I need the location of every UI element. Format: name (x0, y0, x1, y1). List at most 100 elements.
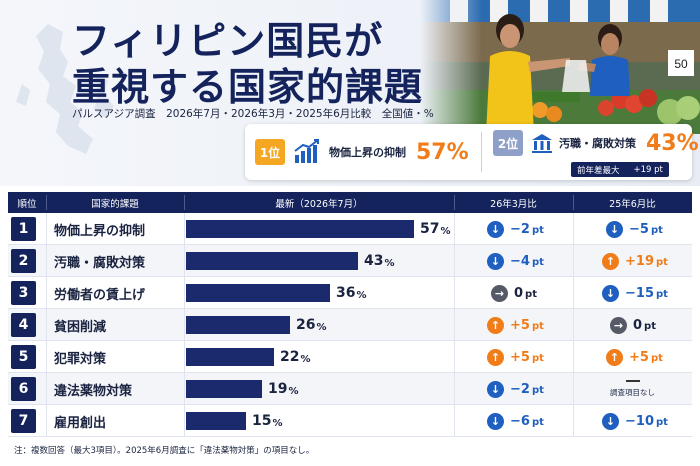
bar-value-number: 26 (296, 317, 316, 333)
bar-value-label: 19% (268, 373, 299, 405)
highlight-second-label: 汚職・腐敗対策 (559, 137, 636, 150)
change-unit: pt (650, 224, 663, 236)
not-surveyed-label: 調査項目なし (610, 388, 655, 397)
bar-value-label: 22% (280, 341, 311, 373)
column-divider (454, 341, 455, 373)
highlight-second-sub-label: 前年差最大 (577, 165, 620, 176)
rank-number: 1 (11, 217, 36, 241)
change-number: −6 pt (510, 413, 544, 429)
change-unit: pt (650, 352, 663, 364)
column-divider (454, 405, 455, 437)
change-vs-2026-03-value: ↓ −6 pt (487, 405, 544, 437)
column-divider (46, 405, 47, 437)
arrow-up-icon: ↑ (602, 252, 619, 270)
column-divider (46, 213, 47, 245)
change-vs-2025-06-value: → 0 pt (610, 309, 656, 341)
change-number: 0 pt (633, 317, 656, 333)
bar-mark (186, 284, 330, 302)
change-unit: pt (531, 352, 544, 364)
bar-mark (186, 252, 358, 270)
highlight-divider (481, 132, 482, 172)
change-number: −15 pt (625, 285, 668, 301)
rank-badge-second: 2位 (493, 130, 523, 156)
not-surveyed-cell: 調査項目なし (573, 373, 692, 405)
footnote: 注：複数回答（最大3項目）。2025年6月調査に「違法薬物対策」の項目なし。 (14, 446, 315, 456)
column-divider (46, 341, 47, 373)
bar-value-number: 43 (364, 253, 384, 269)
bar-value-unit: % (384, 257, 395, 269)
arrow-up-icon: ↑ (487, 348, 504, 366)
bar-value-number: 57 (420, 221, 440, 237)
highlight-first-label: 物価上昇の抑制 (329, 146, 406, 159)
change-number: −2 pt (510, 381, 544, 397)
change-number: +5 pt (510, 317, 544, 333)
issue-label: 汚職・腐敗対策 (54, 255, 146, 271)
change-vs-2026-03-value: ↓ −2 pt (487, 373, 544, 405)
bar-value-unit: % (440, 225, 451, 237)
column-divider (46, 309, 47, 341)
rank-number: 3 (11, 281, 36, 305)
column-divider (184, 309, 185, 341)
column-divider (573, 373, 574, 405)
arrow-right-icon: → (491, 284, 508, 302)
column-divider (184, 277, 185, 309)
page-title-line1: フィリピン国民が (72, 19, 384, 63)
table-row: 6 違法薬物対策 19% ↓ −2 pt 調査項目なし (8, 373, 692, 405)
change-vs-2026-03-value: → 0 pt (491, 277, 537, 309)
column-divider (573, 245, 574, 277)
bar-value-number: 36 (336, 285, 356, 301)
arrow-up-icon: ↑ (606, 348, 623, 366)
change-number: +5 pt (629, 349, 663, 365)
change-vs-2026-03-value: ↑ +5 pt (487, 309, 544, 341)
issue-label: 雇用創出 (54, 415, 107, 431)
change-unit: pt (531, 384, 544, 396)
column-divider (573, 277, 574, 309)
change-vs-2026-03-value: ↑ +5 pt (487, 341, 544, 373)
change-vs-2025-06-value: ↑ +19 pt (602, 245, 668, 277)
bar-value-number: 19 (268, 381, 288, 397)
issue-label: 貧困削減 (54, 319, 107, 335)
highlight-second-sub-value: +19 pt (633, 164, 663, 175)
highlight-second: 2位 汚職・腐敗対策 43% (493, 124, 699, 162)
column-divider (573, 341, 574, 373)
column-divider (46, 277, 47, 309)
change-unit: pt (655, 288, 668, 300)
issue-label: 物価上昇の抑制 (54, 223, 146, 239)
column-divider (573, 309, 574, 341)
table-header: 順位 国家的課題 最新（2026年7月） 26年3月比 25年6月比 (8, 192, 692, 213)
rank-number: 6 (11, 377, 36, 401)
column-divider (46, 373, 47, 405)
header-latest: 最新（2026年7月） (275, 198, 363, 210)
column-divider (454, 277, 455, 309)
issues-table: 順位 国家的課題 最新（2026年7月） 26年3月比 25年6月比 1 物価上昇… (8, 192, 692, 438)
column-divider (454, 213, 455, 245)
bar-value-number: 15 (252, 413, 272, 429)
change-unit: pt (531, 320, 544, 332)
arrow-down-icon: ↓ (487, 380, 504, 398)
page-title-line2: 重視する国家的課題 (72, 65, 424, 109)
issue-label: 犯罪対策 (54, 351, 107, 367)
change-number: −2 pt (510, 221, 544, 237)
arrow-up-icon: ↑ (487, 316, 504, 334)
table-row: 4 貧困削減 26% ↑ +5 pt → 0 pt (8, 309, 692, 341)
change-number: −10 pt (625, 413, 668, 429)
bar-value-unit: % (356, 289, 367, 301)
column-divider (184, 245, 185, 277)
arrow-down-icon: ↓ (487, 252, 504, 270)
column-divider (46, 245, 47, 277)
bar-value-label: 15% (252, 405, 283, 437)
dash-mark (625, 380, 640, 382)
header-vs-2025-06: 25年6月比 (609, 198, 656, 210)
bar-value-label: 36% (336, 277, 367, 309)
issue-label: 労働者の賃上げ (54, 287, 146, 303)
column-divider (454, 245, 455, 277)
table-row: 5 犯罪対策 22% ↑ +5 pt ↑ +5 pt (8, 341, 692, 373)
change-number: −5 pt (629, 221, 663, 237)
change-vs-2026-03-value: ↓ −2 pt (487, 213, 544, 245)
bar-mark (186, 412, 246, 430)
highlight-summary: 1位 物価上昇の抑制 57% 2位 汚職・腐敗対策 43 (245, 124, 699, 180)
change-unit: pt (655, 256, 668, 268)
column-divider (454, 309, 455, 341)
rising-chart-icon (294, 139, 319, 163)
change-unit: pt (644, 320, 656, 332)
